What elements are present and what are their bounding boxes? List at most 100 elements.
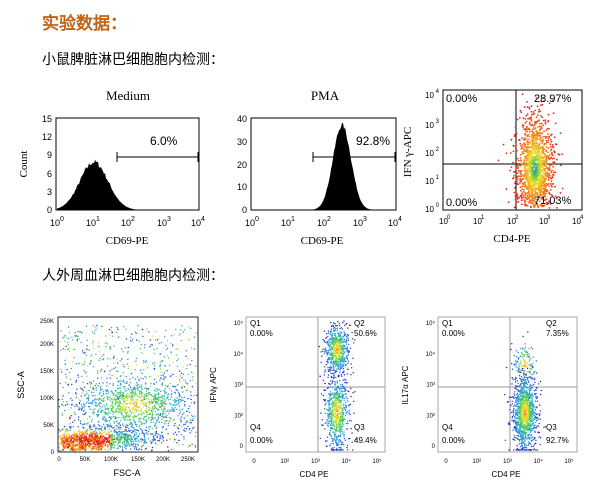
hist2-xtick: 10 (317, 218, 327, 228)
il17-xlabel: CD4 PE (492, 470, 521, 479)
scatter-xtick: 50K (80, 457, 91, 463)
axis-tick-label: 10² (426, 413, 435, 419)
histogram-pma: PMA 92.8% 0 10 20 30 40 10 0 10 1 10 2 10 3 … (237, 88, 402, 247)
hist1-ytick: 12 (42, 132, 52, 142)
axis-tick-label: 10⁴ (234, 351, 244, 358)
human-ifn-quadrant-plot: Q1 0.00% Q2 50.6% Q4 0.00% Q3 49.4% IFNγ… (209, 316, 386, 479)
hist2-ytick: 40 (237, 114, 247, 124)
hist1-xexp: 0 (60, 216, 64, 223)
mouse-dot-yexp: 1 (436, 175, 440, 181)
ifn-xlabel: CD4 PE (300, 470, 329, 479)
hist2-title: PMA (311, 88, 340, 103)
mouse-dot-ytick: 10 (425, 205, 434, 214)
ifn-ylabel: IFNγ APC (209, 367, 218, 403)
axis-tick-label: 0 (444, 459, 448, 465)
mouse-dot-ytick: 10 (425, 91, 434, 100)
hist2-xtick: 10 (353, 218, 363, 228)
hist1-ytick: 6 (47, 169, 52, 179)
mouse-dot-yexp: 3 (436, 119, 440, 125)
hist1-xexp: 4 (201, 216, 205, 223)
hist2-frame (250, 117, 397, 211)
hist2-xtick: 10 (245, 218, 255, 228)
mouse-dot-xtick: 10 (572, 217, 581, 226)
il17-q2-value: 7.35% (546, 329, 569, 338)
hist1-xtick: 10 (157, 218, 167, 228)
mouse-dot-xexp: 0 (447, 215, 451, 221)
mouse-dot-xexp: 3 (547, 215, 551, 221)
mouse-dot-xtick: 10 (439, 217, 448, 226)
ifn-axis-ticks: 0 0 10² 10² 10³ 10³ 10⁴ 10⁴ 10⁵ 10⁵ (234, 320, 382, 465)
axis-tick-label: 10³ (311, 459, 320, 465)
mouse-dot-xexp: 2 (515, 215, 519, 221)
scatter-xtick: 0 (57, 457, 61, 463)
hist1-xtick: 10 (121, 218, 131, 228)
hist2-xexp: 1 (291, 216, 295, 223)
il17-events (503, 331, 547, 451)
histogram-medium: Medium 6.0% Count 0 3 6 9 12 15 10 0 10 1 … (18, 88, 205, 247)
ifn-q4-label: Q4 (250, 423, 261, 432)
axis-tick-label: 10² (280, 459, 289, 465)
hist1-title: Medium (106, 88, 150, 103)
mouse-dot-xexp: 4 (580, 215, 584, 221)
hist2-ytick: 10 (237, 182, 247, 192)
human-figure-row: SSC-A 0 50K 100K 150K 200K 250K 0 50K 10… (16, 316, 578, 479)
section-human-title: 人外周血淋巴细胞胞内检测： (42, 268, 224, 284)
hist1-xtick: 10 (50, 218, 60, 228)
mouse-dot-xtick: 10 (539, 217, 548, 226)
hist2-xexp: 4 (398, 216, 402, 223)
scatter-frame (57, 316, 199, 453)
mouse-dot-ytick: 10 (425, 177, 434, 186)
axis-tick-label: 10³ (234, 383, 243, 389)
ifn-q1-value: 0.00% (250, 329, 273, 338)
human-fsc-ssc-plot: SSC-A 0 50K 100K 150K 200K 250K 0 50K 10… (16, 316, 199, 478)
axis-tick-label: 10⁴ (426, 351, 436, 358)
axis-tick-label: 10² (234, 413, 243, 419)
mouse-dot-xlabel: CD4-PE (493, 233, 531, 245)
hist1-xtick: 10 (191, 218, 201, 228)
mouse-ifn-dotplot: 0.00% 28.97% 0.00% 71.03% IFN γ-APC 10 0 … (402, 89, 584, 245)
scatter-xtick: 200K (156, 457, 170, 463)
axis-tick-label: 10³ (503, 459, 512, 465)
mouse-dot-ytick: 10 (425, 121, 434, 130)
hist2-xexp: 3 (363, 216, 367, 223)
scatter-xtick: 250K (181, 457, 195, 463)
page-heading: 实验数据： (42, 14, 127, 34)
axis-tick-label: 0 (252, 459, 256, 465)
hist1-xexp: 3 (167, 216, 171, 223)
axis-tick-label: 10⁵ (372, 458, 382, 465)
ifn-q3-label: Q3 (354, 423, 365, 432)
mouse-dot-events (497, 93, 564, 209)
scatter-ylabel: SSC-A (16, 371, 26, 399)
il17-q3-value: 92.7% (546, 436, 569, 445)
mouse-dot-xtick: 10 (507, 217, 516, 226)
il17-q1-label: Q1 (442, 319, 453, 328)
mouse-dot-ul: 0.00% (446, 93, 477, 105)
il17-q4-value: 0.00% (442, 436, 465, 445)
scatter-ytick: 50K (43, 423, 54, 429)
ifn-q2-label: Q2 (354, 319, 365, 328)
mouse-dot-xtick: 10 (473, 217, 482, 226)
section-mouse-title: 小鼠脾脏淋巴细胞胞内检测： (42, 52, 224, 68)
hist1-xexp: 1 (96, 216, 100, 223)
ifn-q1-label: Q1 (250, 319, 261, 328)
axis-tick-label: 10⁵ (564, 458, 574, 465)
axis-tick-label: 10³ (426, 383, 435, 389)
scatter-border (57, 316, 199, 453)
mouse-dot-yexp: 4 (436, 89, 440, 95)
mouse-dot-ytick: 10 (425, 149, 434, 158)
il17-ylabel: IL17α APC (401, 365, 410, 404)
hist1-ytick: 0 (47, 205, 52, 215)
hist2-ytick: 20 (237, 160, 247, 170)
hist2-xexp: 0 (255, 216, 259, 223)
ifn-q2-value: 50.6% (354, 329, 377, 338)
scatter-xtick: 150K (131, 457, 145, 463)
mouse-dot-xexp: 1 (481, 215, 485, 221)
scatter-ytick: 150K (40, 369, 54, 375)
ifn-q3-value: 49.4% (354, 436, 377, 445)
axis-tick-label: 10⁵ (234, 320, 244, 327)
mouse-dot-frame (442, 89, 583, 211)
hist1-ylabel: Count (18, 151, 30, 178)
hist2-xtick: 10 (388, 218, 398, 228)
ifn-events (318, 320, 357, 451)
hist1-xexp: 2 (131, 216, 135, 223)
